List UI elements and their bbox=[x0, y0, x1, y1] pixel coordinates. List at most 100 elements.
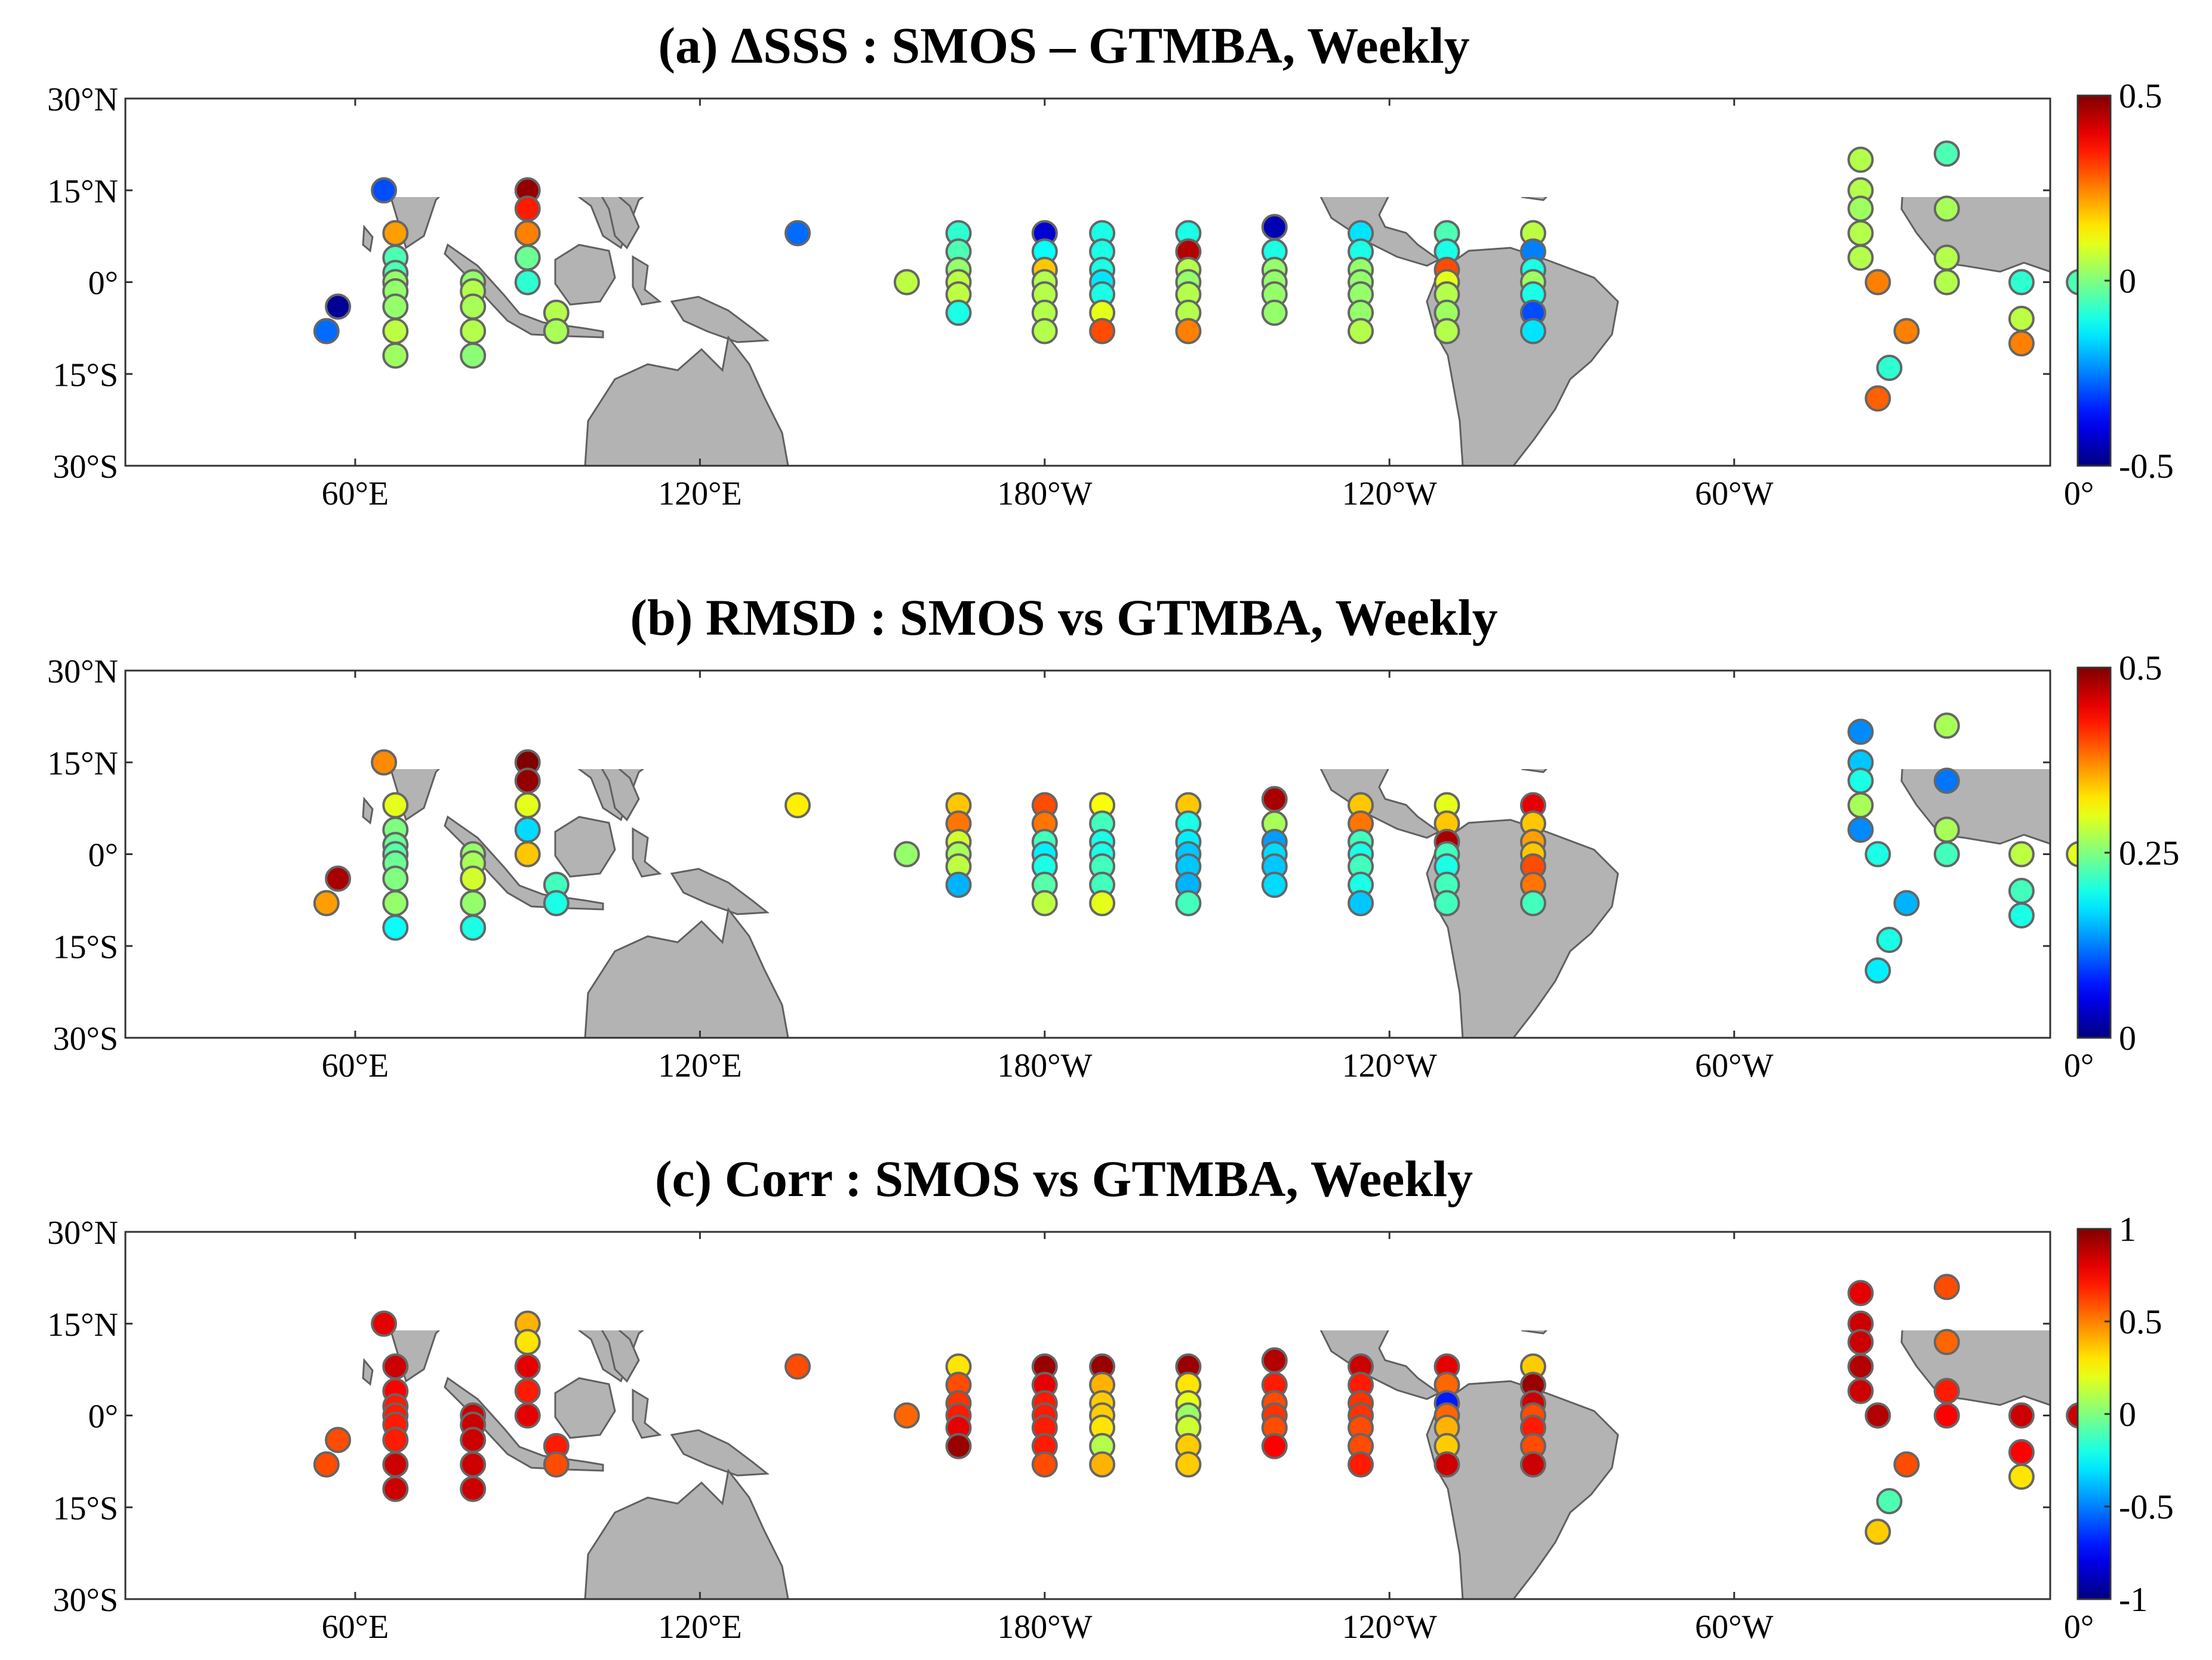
station-marker bbox=[514, 767, 541, 794]
station-marker bbox=[1347, 1451, 1374, 1478]
station-marker bbox=[460, 293, 487, 320]
colorbar-tick-label: -0.5 bbox=[2119, 1487, 2174, 1526]
station-marker bbox=[382, 890, 409, 917]
station-marker bbox=[1433, 1451, 1460, 1478]
colorbar-tick-label: 1 bbox=[2119, 1210, 2136, 1249]
lat-tick-label: 15°S bbox=[53, 1490, 118, 1527]
station-marker bbox=[325, 865, 352, 892]
station-marker bbox=[514, 1402, 541, 1429]
station-marker bbox=[382, 1475, 409, 1502]
station-marker bbox=[1089, 890, 1116, 917]
lat-tick-label: 30°N bbox=[47, 1215, 118, 1252]
lon-tick-label: 180°W bbox=[997, 1047, 1092, 1084]
station-marker bbox=[893, 841, 920, 868]
station-marker bbox=[1261, 214, 1288, 241]
station-marker bbox=[1876, 927, 1903, 953]
station-marker bbox=[1433, 318, 1460, 345]
station-marker bbox=[382, 865, 409, 892]
station-marker bbox=[945, 871, 972, 898]
station-marker bbox=[460, 865, 487, 892]
station-marker bbox=[313, 318, 340, 345]
station-markers bbox=[313, 712, 2093, 984]
lon-tick-label: 0° bbox=[2064, 1047, 2094, 1084]
station-marker bbox=[543, 1451, 570, 1478]
lon-tick-label: 60°E bbox=[322, 1609, 389, 1646]
lat-tick-label: 15°S bbox=[53, 929, 118, 966]
colorbar-tick-label: 0.5 bbox=[2119, 648, 2162, 687]
lat-tick-label: 15°N bbox=[47, 173, 118, 210]
station-marker bbox=[2008, 1402, 2035, 1429]
lon-tick-label: 120°W bbox=[1342, 1609, 1437, 1646]
lat-tick-label: 0° bbox=[88, 265, 118, 302]
station-marker bbox=[382, 1451, 409, 1478]
lat-tick-label: 15°S bbox=[53, 356, 118, 394]
station-marker bbox=[1089, 1451, 1116, 1478]
station-marker bbox=[514, 792, 541, 819]
lon-tick-label: 60°W bbox=[1695, 1609, 1773, 1646]
station-marker bbox=[382, 1353, 409, 1380]
station-marker bbox=[1261, 871, 1288, 898]
station-marker bbox=[1433, 890, 1460, 917]
station-marker bbox=[1261, 1432, 1288, 1459]
station-marker bbox=[1865, 957, 1891, 984]
lon-tick-label: 60°W bbox=[1695, 1047, 1773, 1084]
station-marker bbox=[1847, 718, 1874, 745]
lon-tick-label: 120°W bbox=[1342, 1047, 1437, 1084]
station-marker bbox=[1865, 385, 1891, 412]
station-marker bbox=[543, 890, 570, 917]
station-marker bbox=[1847, 792, 1874, 819]
station-marker bbox=[514, 1353, 541, 1380]
station-marker bbox=[1847, 1378, 1874, 1404]
lat-tick-label: 15°N bbox=[47, 745, 118, 782]
station-marker bbox=[460, 1427, 487, 1453]
station-marker bbox=[371, 749, 398, 776]
station-marker bbox=[382, 1427, 409, 1453]
ocean-background bbox=[125, 671, 2050, 1038]
station-marker bbox=[371, 177, 398, 204]
station-marker bbox=[1519, 318, 1546, 345]
station-marker bbox=[514, 195, 541, 222]
station-marker bbox=[460, 890, 487, 917]
panel-c: (c) Corr : SMOS vs GTMBA, Weekly 30°N 15°N… bbox=[47, 1150, 2174, 1646]
station-marker bbox=[460, 1475, 487, 1502]
panel-title: (c) Corr : SMOS vs GTMBA, Weekly bbox=[655, 1150, 1473, 1207]
station-marker bbox=[514, 269, 541, 296]
station-marker bbox=[382, 318, 409, 345]
station-marker bbox=[1175, 1451, 1202, 1478]
lat-tick-label: 30°S bbox=[53, 1582, 118, 1619]
station-marker bbox=[945, 1432, 972, 1459]
station-marker bbox=[1876, 1488, 1903, 1514]
lon-tick-label: 120°E bbox=[658, 1609, 742, 1646]
station-marker bbox=[382, 293, 409, 320]
station-marker bbox=[1261, 786, 1288, 813]
station-marker bbox=[1893, 890, 1920, 917]
station-marker bbox=[514, 244, 541, 271]
station-marker bbox=[784, 792, 811, 819]
station-marker bbox=[1933, 841, 1960, 868]
station-marker bbox=[382, 342, 409, 369]
lon-tick-label: 60°E bbox=[322, 1047, 389, 1084]
station-marker bbox=[1031, 1451, 1058, 1478]
station-marker bbox=[893, 269, 920, 296]
station-marker bbox=[1933, 269, 1960, 296]
station-marker bbox=[2008, 330, 2035, 356]
station-markers bbox=[313, 1274, 2093, 1545]
station-marker bbox=[325, 293, 352, 320]
station-marker bbox=[2008, 306, 2035, 332]
station-marker bbox=[460, 342, 487, 369]
station-marker bbox=[1847, 195, 1874, 222]
station-marker bbox=[1031, 890, 1058, 917]
station-marker bbox=[514, 841, 541, 868]
station-marker bbox=[1347, 890, 1374, 917]
station-marker bbox=[1847, 816, 1874, 843]
station-marker bbox=[784, 1353, 811, 1380]
station-marker bbox=[784, 220, 811, 247]
station-marker bbox=[1175, 318, 1202, 345]
lat-tick-label: 0° bbox=[88, 837, 118, 874]
lat-tick-label: 15°N bbox=[47, 1307, 118, 1344]
station-marker bbox=[2008, 1439, 2035, 1465]
colorbar-tick-label: 0.5 bbox=[2119, 1302, 2162, 1341]
station-marker bbox=[1847, 767, 1874, 794]
station-marker bbox=[893, 1402, 920, 1429]
station-marker bbox=[460, 318, 487, 345]
